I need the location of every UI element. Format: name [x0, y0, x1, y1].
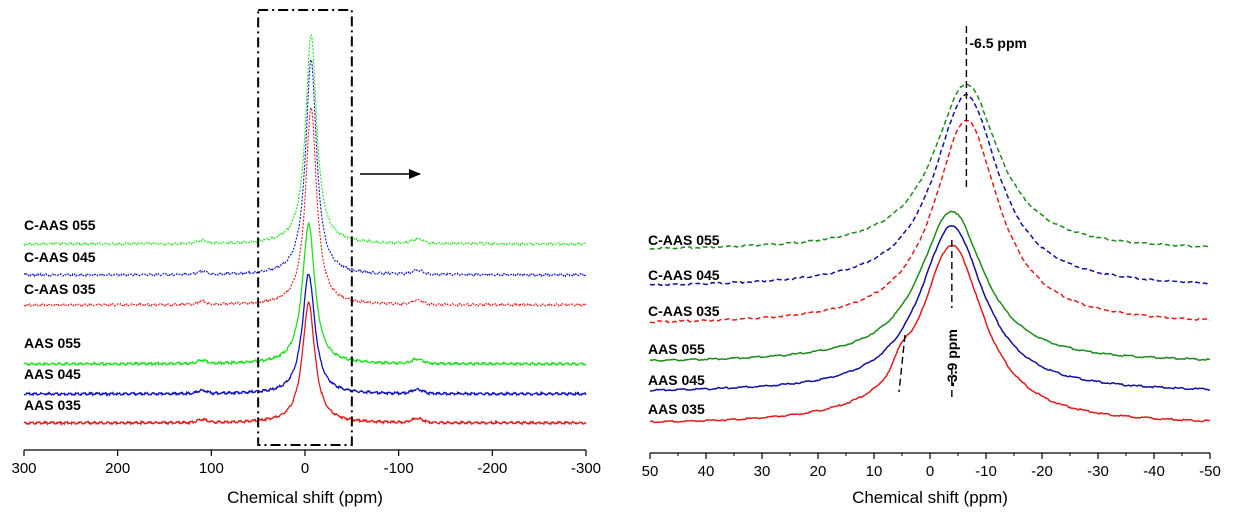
- left-series-line: [23, 301, 587, 426]
- x-tick-label: -100: [384, 460, 414, 477]
- x-tick-label: 40: [698, 463, 715, 480]
- x-tick-label: -50: [1199, 463, 1221, 480]
- left-series-line: [23, 33, 587, 247]
- right-series-labels: C-AAS 055 C-AAS 045 C-AAS 035 AAS 055 AAS 04…: [648, 232, 720, 417]
- right-panel: C-AAS 055 C-AAS 045 C-AAS 035 AAS 055 AAS 04…: [642, 26, 1221, 507]
- x-tick-label: 50: [642, 463, 659, 480]
- peak-annotation-label: -6.5 ppm: [969, 35, 1027, 51]
- right-series-line: [649, 83, 1211, 251]
- right-series-line: [649, 210, 1211, 362]
- right-series-label: C-AAS 045: [648, 267, 720, 283]
- x-tick-label: -20: [1031, 463, 1053, 480]
- left-series-label: C-AAS 055: [24, 217, 96, 233]
- shoulder-marker-line: [898, 334, 906, 393]
- x-tick-label: -40: [1143, 463, 1165, 480]
- left-series-label: C-AAS 035: [24, 281, 96, 297]
- left-series-line: [23, 222, 587, 367]
- left-x-axis-title: Chemical shift (ppm): [227, 488, 383, 507]
- x-tick-label: -200: [477, 460, 507, 477]
- right-annotations: -6.5 ppm -3.9 ppm: [898, 26, 1027, 400]
- right-series-label: AAS 055: [648, 341, 705, 357]
- right-series-lines: [649, 83, 1211, 424]
- left-series-line: [23, 59, 587, 278]
- peak-annotation-label: -3.9 ppm: [944, 329, 960, 387]
- x-tick-label: -10: [975, 463, 997, 480]
- right-series-label: C-AAS 055: [648, 232, 720, 248]
- x-tick-label: 100: [199, 460, 224, 477]
- x-tick-label: -30: [1087, 463, 1109, 480]
- right-x-ticks: 50 40 30 20 10 0 -10 -20 -30 -40 -50: [642, 453, 1221, 480]
- left-series-label: C-AAS 045: [24, 249, 96, 265]
- left-series-line: [23, 106, 587, 308]
- right-series-label: AAS 035: [648, 401, 705, 417]
- x-tick-label: 20: [810, 463, 827, 480]
- right-series-label: AAS 045: [648, 372, 705, 388]
- x-tick-label: 0: [926, 463, 934, 480]
- right-x-axis-title: Chemical shift (ppm): [852, 488, 1008, 507]
- left-series-label: AAS 035: [24, 397, 81, 413]
- left-panel: C-AAS 055 C-AAS 045 C-AAS 035 AAS 055 AAS 04…: [11, 9, 601, 507]
- left-series-labels: C-AAS 055 C-AAS 045 C-AAS 035 AAS 055 AAS 04…: [24, 217, 96, 413]
- x-tick-label: -300: [571, 460, 601, 477]
- x-tick-label: 300: [11, 460, 36, 477]
- highlight-box: [257, 9, 353, 446]
- x-tick-label: 200: [105, 460, 130, 477]
- right-series-line: [649, 119, 1211, 324]
- left-series-label: AAS 045: [24, 366, 81, 382]
- x-tick-label: 30: [754, 463, 771, 480]
- right-series-line: [649, 244, 1211, 424]
- left-series-label: AAS 055: [24, 335, 81, 351]
- x-tick-label: 10: [866, 463, 883, 480]
- left-series-line: [23, 273, 587, 397]
- right-series-line: [649, 93, 1211, 287]
- x-tick-label: 0: [301, 460, 309, 477]
- left-x-ticks: 300 200 100 0 -100 -200 -300: [11, 450, 601, 477]
- right-series-line: [649, 225, 1211, 392]
- left-series-lines: [23, 33, 587, 426]
- right-series-label: C-AAS 035: [648, 303, 720, 319]
